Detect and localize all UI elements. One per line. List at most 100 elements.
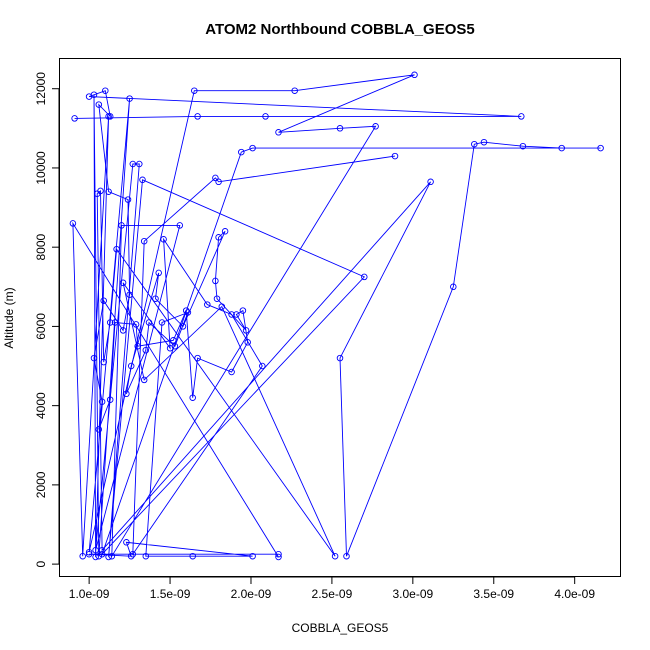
data-point [176,222,184,229]
data-point [233,311,240,318]
x-axis: 1.0e-09 1.5e-09 2.0e-09 2.5e-09 3.0e-09 3.5e-… [69,576,595,601]
data-point [361,273,368,281]
y-tick-label: 10000 [34,151,48,185]
data-point [221,228,229,235]
data-point [90,354,98,362]
y-axis-label: Altitude (m) [2,287,16,348]
data-point [106,319,114,326]
data-point [106,113,114,120]
data-point [184,309,192,316]
data-point [100,358,107,366]
y-tick-label: 12000 [34,72,48,106]
data-point [194,354,201,362]
y-tick-label: 8000 [34,234,48,261]
data-point [123,390,130,398]
data-point [228,311,235,318]
x-axis-label: COBBLA_GEOS5 [292,621,389,635]
x-tick-label: 1.5e-09 [150,587,191,601]
data-point [124,196,132,203]
data-point [249,552,256,560]
data-point [85,550,93,558]
data-point [132,321,140,328]
data-point [142,552,150,560]
data-point [127,362,135,370]
data-point [191,87,198,94]
data-point [134,342,141,350]
data-point [336,125,344,132]
x-tick-label: 2.5e-09 [312,587,353,601]
data-point [92,546,99,554]
data-point [372,123,379,130]
data-point [152,295,159,302]
data-point [519,142,527,150]
data-point [189,394,196,401]
data-point [95,101,103,108]
data-point [215,178,222,186]
data-point [160,236,167,243]
data-point [145,319,153,326]
data-point [179,323,187,330]
data-point [189,552,196,560]
plot-frame [59,58,621,577]
data-point [95,426,103,433]
data-point [98,546,106,554]
data-point [391,152,399,160]
data-point [142,346,150,354]
x-tick-label: 1.0e-09 [69,587,110,601]
data-point [119,327,127,334]
data-point [105,188,112,195]
data-point [249,144,256,152]
y-tick-label: 6000 [34,313,48,340]
data-point [100,297,107,304]
data-point [119,279,127,287]
y-axis: 0 2000 4000 6000 8000 10000 12000 [34,72,60,567]
data-point [471,140,478,148]
data-point [71,115,78,122]
data-point [182,307,190,314]
data-point [106,396,114,403]
data-point [118,222,125,229]
data-point [136,160,143,168]
data-point [194,113,201,120]
series-line-1 [72,74,601,558]
data-point [102,87,109,94]
data-point [450,283,457,291]
data-point [427,178,434,186]
data-point [95,552,103,560]
y-tick-label: 0 [34,560,48,567]
data-point [69,220,77,227]
y-tick-label: 2000 [34,471,48,498]
data-point [127,552,135,560]
data-point [155,269,162,277]
data-point [212,174,219,182]
data-point [108,552,116,560]
data-point [244,339,251,346]
x-tick-label: 2.0e-09 [231,587,272,601]
data-point [558,144,565,152]
data-point [518,113,525,120]
data-point [336,354,344,362]
data-point [238,148,245,156]
x-tick-label: 3.0e-09 [392,587,433,601]
data-point [129,160,137,168]
data-point [213,295,221,302]
data-point [291,87,298,94]
data-point [126,291,133,298]
data-point [259,362,266,370]
data-point [139,176,146,184]
data-point [239,307,247,314]
data-point [97,187,104,195]
data-point [275,129,282,136]
data-point [597,144,604,152]
data-point [262,113,269,120]
data-point [170,337,177,344]
data-point [111,319,119,326]
data-point [228,368,235,376]
data-point [242,327,250,334]
data-point [204,301,211,308]
data-point [79,552,86,560]
data-point [140,376,148,384]
series-layer [69,71,604,561]
data-point [331,552,339,560]
x-tick-label: 4.0e-09 [554,587,595,601]
